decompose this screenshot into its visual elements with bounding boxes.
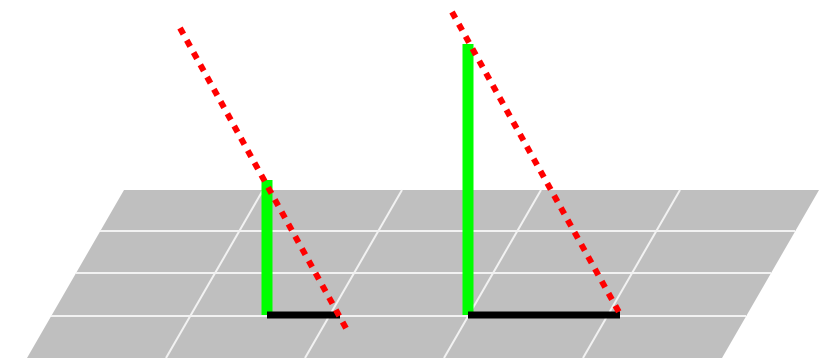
short-pole-sun-ray [177, 26, 350, 332]
grid-line-oblique [582, 189, 681, 358]
grid-line-oblique [443, 189, 542, 358]
grid-line-oblique [304, 189, 403, 358]
grid-line-oblique [165, 189, 264, 358]
tall-pole-sun-ray [449, 10, 623, 316]
ground-grid [51, 189, 795, 358]
